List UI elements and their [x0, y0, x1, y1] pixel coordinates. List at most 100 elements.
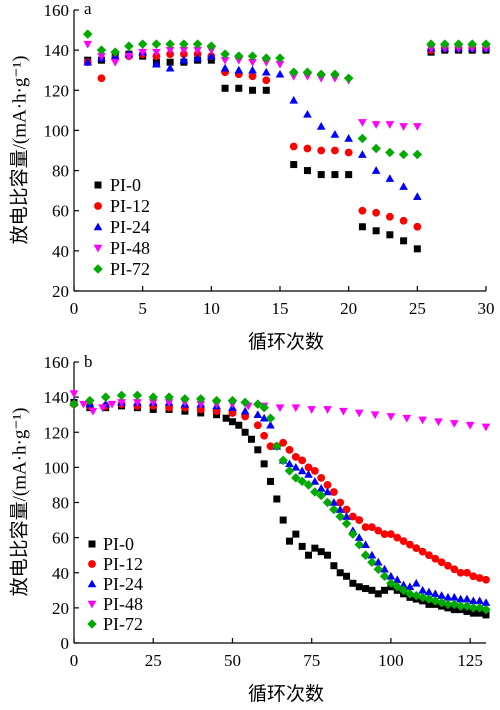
data-point — [476, 609, 484, 617]
data-point — [331, 146, 339, 155]
data-point — [399, 182, 408, 190]
data-point — [164, 392, 174, 402]
data-point — [148, 392, 158, 402]
panel-label: a — [84, 0, 92, 18]
data-point — [358, 206, 367, 215]
data-point — [413, 222, 422, 231]
data-point — [380, 530, 389, 539]
data-point — [354, 533, 364, 541]
data-point — [341, 518, 352, 529]
data-point — [288, 67, 299, 77]
data-point — [413, 245, 421, 253]
data-point — [481, 39, 491, 49]
x-tick-label: 10 — [203, 299, 220, 318]
data-point — [462, 594, 472, 603]
data-point — [335, 505, 345, 513]
y-tick-label: 20 — [52, 282, 69, 301]
data-point — [398, 585, 409, 596]
data-point — [412, 149, 423, 160]
data-point — [253, 410, 263, 418]
data-point — [379, 571, 390, 582]
data-point — [302, 67, 313, 77]
data-point — [285, 445, 294, 454]
data-point — [336, 498, 345, 507]
data-point — [371, 166, 381, 174]
data-point — [247, 435, 255, 443]
data-point — [412, 123, 422, 131]
x-axis-title: 循环次数 — [248, 683, 324, 705]
data-point — [322, 497, 333, 508]
data-point — [275, 404, 285, 413]
data-point — [481, 423, 491, 432]
data-point — [235, 84, 243, 92]
data-point — [303, 144, 312, 153]
data-point — [385, 174, 395, 182]
series-pi-48 — [69, 390, 491, 432]
data-point — [124, 52, 134, 61]
data-point — [152, 48, 161, 57]
x-tick-label: 50 — [224, 651, 241, 670]
y-tick-label: 80 — [52, 162, 69, 181]
data-point — [386, 571, 396, 580]
data-point — [368, 523, 376, 531]
data-point — [221, 84, 229, 92]
data-point — [430, 589, 440, 598]
data-point — [266, 477, 274, 485]
data-point — [424, 587, 434, 596]
legend-marker — [94, 181, 102, 189]
y-tick-label: 160 — [44, 1, 70, 20]
data-point — [253, 399, 263, 409]
data-point — [220, 56, 230, 65]
data-point — [481, 598, 491, 606]
data-point — [358, 150, 367, 158]
legend-label: PI-0 — [103, 534, 134, 554]
data-point — [297, 466, 307, 475]
legend-marker — [87, 619, 97, 629]
data-point — [386, 413, 396, 421]
data-point — [179, 46, 189, 55]
legend-marker — [88, 560, 96, 568]
legend-marker — [87, 600, 97, 609]
data-point — [392, 582, 403, 592]
data-point — [316, 122, 326, 130]
data-point — [317, 474, 326, 482]
series-pi-72 — [69, 390, 491, 615]
data-point — [124, 41, 134, 51]
data-point — [371, 121, 381, 129]
data-point — [456, 594, 465, 603]
data-point — [418, 416, 427, 425]
data-point — [260, 460, 268, 468]
data-point — [358, 223, 366, 231]
data-point — [310, 487, 320, 497]
data-point — [275, 69, 285, 78]
data-point — [278, 455, 288, 466]
data-point — [323, 487, 332, 496]
data-point — [307, 406, 317, 414]
data-point — [418, 585, 427, 594]
data-point — [453, 39, 464, 49]
y-tick-label: 140 — [44, 41, 70, 60]
data-point — [456, 568, 465, 577]
data-point — [323, 406, 332, 414]
data-point — [192, 39, 203, 49]
data-point — [290, 161, 298, 169]
data-point — [345, 171, 353, 179]
data-point — [463, 607, 471, 615]
legend-label: PI-72 — [103, 614, 143, 634]
data-point — [450, 565, 459, 574]
data-point — [133, 399, 142, 407]
data-point — [110, 58, 120, 67]
data-point — [469, 572, 478, 581]
chart-panel-a: 20 40 60 80 100 120 140 160 0 5 10 15 20 25 30 a 循环次数 放电比… — [9, 0, 495, 353]
data-point — [234, 51, 244, 61]
data-point — [289, 142, 298, 151]
data-point — [437, 591, 446, 599]
data-point — [380, 564, 389, 573]
x-tick-label: 15 — [272, 299, 289, 318]
x-tick-label: 25 — [145, 651, 162, 670]
data-point — [368, 586, 376, 594]
panel-label: b — [84, 352, 93, 371]
x-axis-title: 循环次数 — [248, 331, 324, 353]
data-point — [330, 69, 340, 79]
